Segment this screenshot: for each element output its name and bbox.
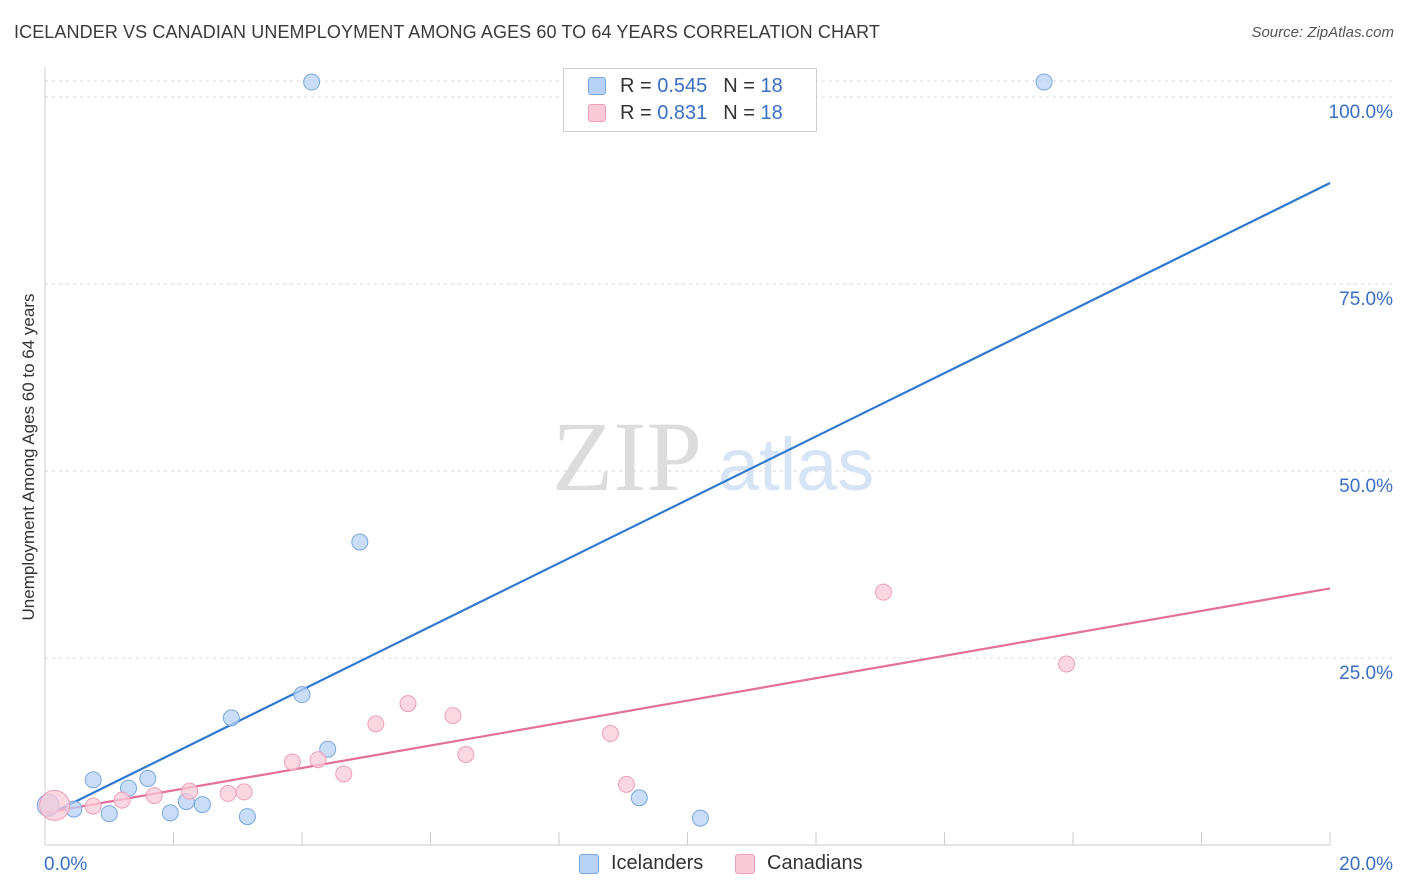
icelanders-point	[319, 740, 337, 758]
y-tick-label: 25.0%	[1339, 663, 1393, 684]
canadians-point	[874, 583, 892, 601]
axes	[44, 67, 1331, 846]
n-value: 18	[760, 74, 783, 97]
icelanders-point	[84, 771, 102, 789]
correlation-legend: R = 0.545 N = 18 R = 0.831 N = 18	[563, 68, 817, 132]
source-label: Source: ZipAtlas.com	[1251, 24, 1394, 41]
icelanders-point	[222, 709, 240, 727]
y-tick-label: 50.0%	[1339, 476, 1393, 497]
icelanders-point	[139, 769, 157, 787]
chart-title: ICELANDER VS CANADIAN UNEMPLOYMENT AMONG…	[14, 22, 881, 42]
canadians-point	[181, 782, 199, 800]
n-label: N =	[723, 101, 755, 124]
canadians-legend-swatch	[735, 853, 755, 874]
canadians-point	[367, 715, 385, 733]
icelanders-point	[1035, 73, 1053, 91]
data-points	[36, 73, 1076, 827]
tick-labels: 25.0% 50.0% 75.0% 100.0% 0.0% 20.0%	[44, 102, 1393, 875]
icelanders-point	[303, 73, 321, 91]
icelanders-trend-line	[44, 182, 1331, 818]
icelanders-point	[630, 789, 648, 807]
canadians-point	[399, 695, 417, 713]
canadians-point	[84, 797, 102, 815]
icelanders-swatch	[588, 77, 606, 95]
canadians-point	[235, 783, 253, 801]
legend-icelanders: Icelanders	[579, 852, 703, 875]
y-tick-label: 100.0%	[1329, 102, 1394, 123]
canadians-point	[219, 784, 237, 802]
y-tick-label: 75.0%	[1339, 289, 1393, 310]
canadians-point	[283, 753, 301, 771]
canadians-point	[617, 775, 635, 793]
legend-row-icelanders: R = 0.545 N = 18	[588, 75, 783, 97]
icelanders-legend-swatch	[579, 853, 599, 874]
r-label: R =	[620, 101, 652, 124]
legend-canadians: Canadians	[735, 852, 863, 875]
y-axis-label: Unemployment Among Ages 60 to 64 years	[19, 294, 38, 621]
x-tick-label: 20.0%	[1339, 854, 1393, 875]
r-value: 0.545	[657, 74, 708, 97]
canadians-point	[145, 787, 163, 805]
gridlines	[45, 80, 1395, 659]
canadians-point	[309, 751, 327, 769]
icelanders-point	[193, 796, 211, 814]
canadians-legend-label: Canadians	[767, 852, 863, 874]
canadians-trend-line	[44, 587, 1331, 814]
r-value: 0.831	[657, 101, 708, 124]
canadians-point	[444, 707, 462, 725]
canadians-point	[601, 725, 619, 743]
r-label: R =	[620, 74, 652, 97]
icelanders-point	[293, 686, 311, 704]
trend-lines	[44, 182, 1331, 818]
n-label: N =	[723, 74, 755, 97]
canadians-point	[335, 765, 353, 783]
icelanders-legend-label: Icelanders	[611, 852, 704, 874]
watermark-zip: ZIP	[552, 401, 702, 512]
x-tick-label: 0.0%	[44, 854, 87, 875]
icelanders-point	[161, 804, 179, 822]
canadians-point	[457, 745, 475, 763]
canadians-point	[1058, 655, 1076, 673]
icelanders-point	[100, 805, 118, 823]
canadians-point	[113, 791, 131, 809]
canadians-point	[39, 789, 71, 821]
icelanders-point	[691, 809, 709, 827]
canadians-swatch	[588, 104, 606, 122]
icelanders-point	[238, 808, 256, 826]
n-value: 18	[760, 101, 783, 124]
watermark: ZIP atlas	[552, 401, 874, 512]
icelanders-point	[351, 533, 369, 551]
watermark-atlas: atlas	[718, 423, 874, 506]
legend-row-canadians: R = 0.831 N = 18	[588, 102, 783, 124]
